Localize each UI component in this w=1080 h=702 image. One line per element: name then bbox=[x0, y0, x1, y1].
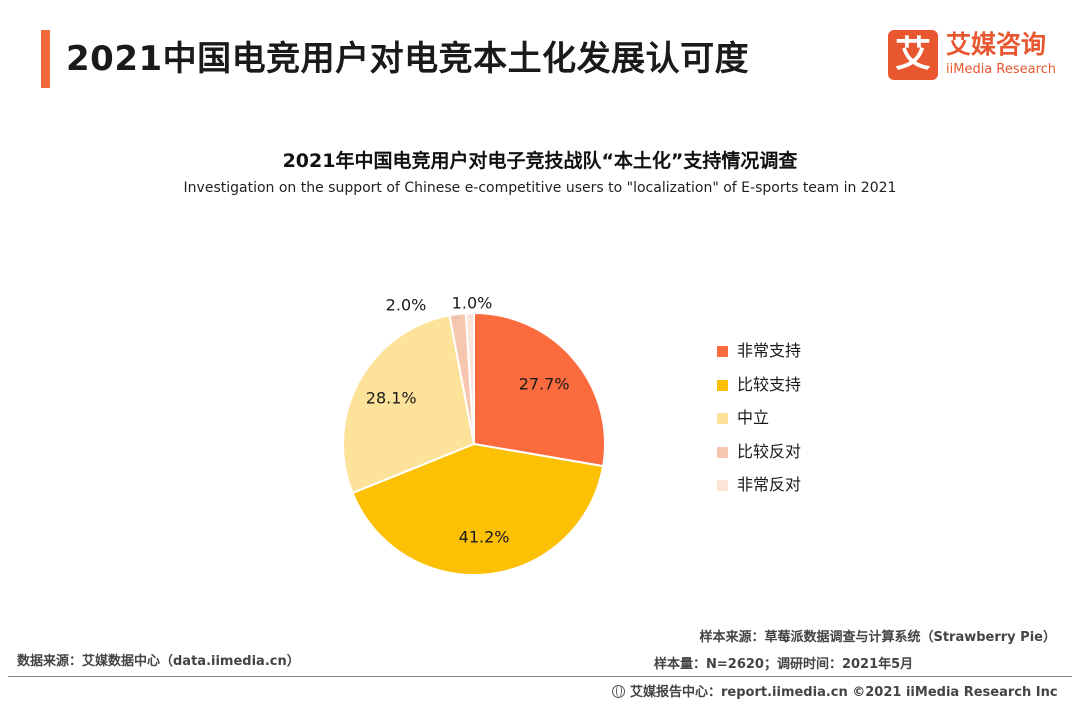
chart-legend: 非常支持比较支持中立比较反对非常反对 bbox=[717, 336, 801, 504]
data-label-very-oppose: 1.0% bbox=[452, 294, 493, 313]
legend-swatch-very-support bbox=[717, 346, 728, 357]
brand-logo: 艾 艾媒咨询 iiMedia Research bbox=[888, 30, 1068, 82]
report-center-text: 艾媒报告中心：report.iimedia.cn ©2021 iiMedia R… bbox=[630, 685, 1058, 700]
pie-slice-support bbox=[351, 442, 605, 576]
legend-swatch-very-oppose bbox=[717, 480, 728, 491]
data-label-support: 41.2% bbox=[459, 527, 510, 546]
report-center-note: 艾媒报告中心：report.iimedia.cn ©2021 iiMedia R… bbox=[612, 681, 1058, 700]
legend-label-support: 比较支持 bbox=[737, 374, 802, 394]
logo-en-text: iiMedia Research bbox=[946, 62, 1057, 77]
chart-subtitle: Investigation on the support of Chinese … bbox=[183, 180, 897, 196]
legend-item-support: 比较支持 bbox=[717, 370, 801, 404]
data-label-neutral: 28.1% bbox=[366, 388, 417, 407]
data-source-note: 数据来源：艾媒数据中心（data.iimedia.cn） bbox=[17, 654, 300, 669]
logo-cn-text: 艾媒咨询 bbox=[946, 30, 1047, 59]
data-label-oppose: 2.0% bbox=[386, 296, 427, 315]
legend-item-very-support: 非常支持 bbox=[717, 336, 801, 370]
footer-divider bbox=[8, 676, 1072, 677]
page-title: 2021中国电竞用户对电竞本土化发展认可度 bbox=[66, 39, 750, 79]
sample-size-note: 样本量：N=2620；调研时间：2021年5月 bbox=[654, 657, 914, 672]
chart-title: 2021年中国电竞用户对电子竞技战队“本土化”支持情况调查 bbox=[282, 150, 798, 172]
legend-label-neutral: 中立 bbox=[737, 408, 770, 427]
title-accent-bar bbox=[41, 30, 50, 88]
pie-slice-neutral bbox=[342, 314, 476, 495]
logo-mark-icon: 艾 bbox=[888, 30, 938, 80]
legend-item-oppose: 比较反对 bbox=[717, 437, 801, 471]
legend-item-neutral: 中立 bbox=[717, 403, 801, 437]
legend-swatch-support bbox=[717, 379, 728, 391]
data-label-very-support: 27.7% bbox=[519, 374, 570, 393]
legend-label-oppose: 比较反对 bbox=[737, 441, 802, 461]
globe-icon bbox=[612, 685, 625, 698]
legend-swatch-oppose bbox=[717, 446, 728, 458]
pie-slice-very-support bbox=[473, 311, 606, 468]
legend-swatch-neutral bbox=[717, 413, 728, 424]
pie-slice-very-oppose bbox=[464, 311, 475, 445]
legend-label-very-support: 非常支持 bbox=[737, 341, 802, 360]
legend-item-very-oppose: 非常反对 bbox=[717, 470, 801, 504]
sample-source-note: 样本来源：草莓派数据调查与计算系统（Strawberry Pie） bbox=[699, 630, 1056, 645]
legend-label-very-oppose: 非常反对 bbox=[737, 475, 802, 494]
